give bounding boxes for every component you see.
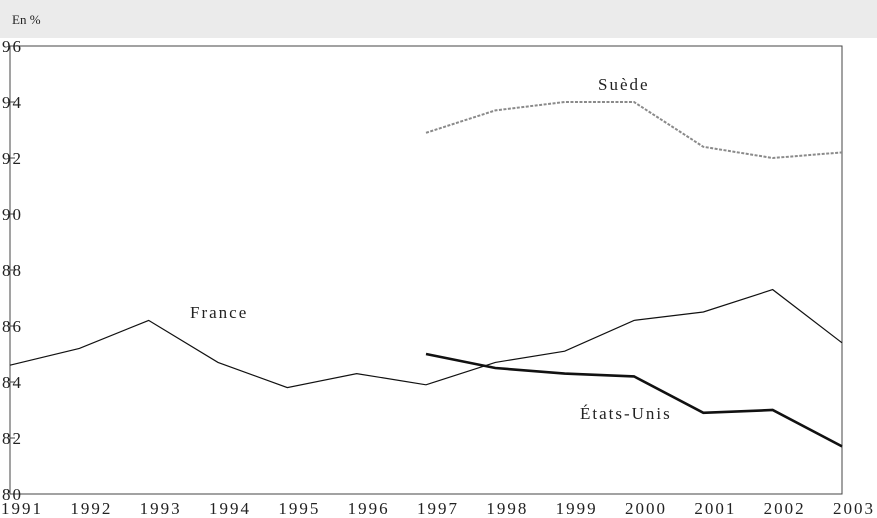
y-tick-label: 82 [2, 429, 23, 448]
series-line [425, 101, 843, 160]
x-tick-label: 1996 [348, 499, 390, 518]
plot-frame [9, 45, 843, 495]
x-tick-label: 1995 [278, 499, 320, 518]
y-tick-label: 90 [2, 205, 23, 224]
x-tick-label: 2002 [764, 499, 806, 518]
x-tick-label: 1993 [140, 499, 182, 518]
x-tick-label: 2003 [833, 499, 875, 518]
x-tick-label: 1992 [70, 499, 112, 518]
series-line [9, 288, 843, 389]
y-tick-label: 88 [2, 261, 23, 280]
y-tick-label: 92 [2, 149, 23, 168]
subtitle: En % [12, 12, 41, 27]
x-tick-label: 2000 [625, 499, 667, 518]
x-tick-label: 2001 [694, 499, 736, 518]
series-label: États-Unis [580, 404, 672, 423]
y-tick-label: 94 [2, 93, 23, 112]
x-tick-label: 1998 [486, 499, 528, 518]
series-line [425, 352, 843, 448]
y-tick-label: 96 [2, 37, 23, 56]
y-tick-label: 80 [2, 485, 23, 504]
x-tick-label: 1997 [417, 499, 459, 518]
x-tick-label: 1999 [556, 499, 598, 518]
series-label: France [190, 303, 248, 322]
x-tick-label: 1994 [209, 499, 251, 518]
y-tick-label: 86 [2, 317, 23, 336]
series-label: Suède [598, 75, 650, 94]
x-tick-label: 1991 [1, 499, 43, 518]
header-band [0, 0, 877, 38]
y-tick-label: 84 [2, 373, 23, 392]
